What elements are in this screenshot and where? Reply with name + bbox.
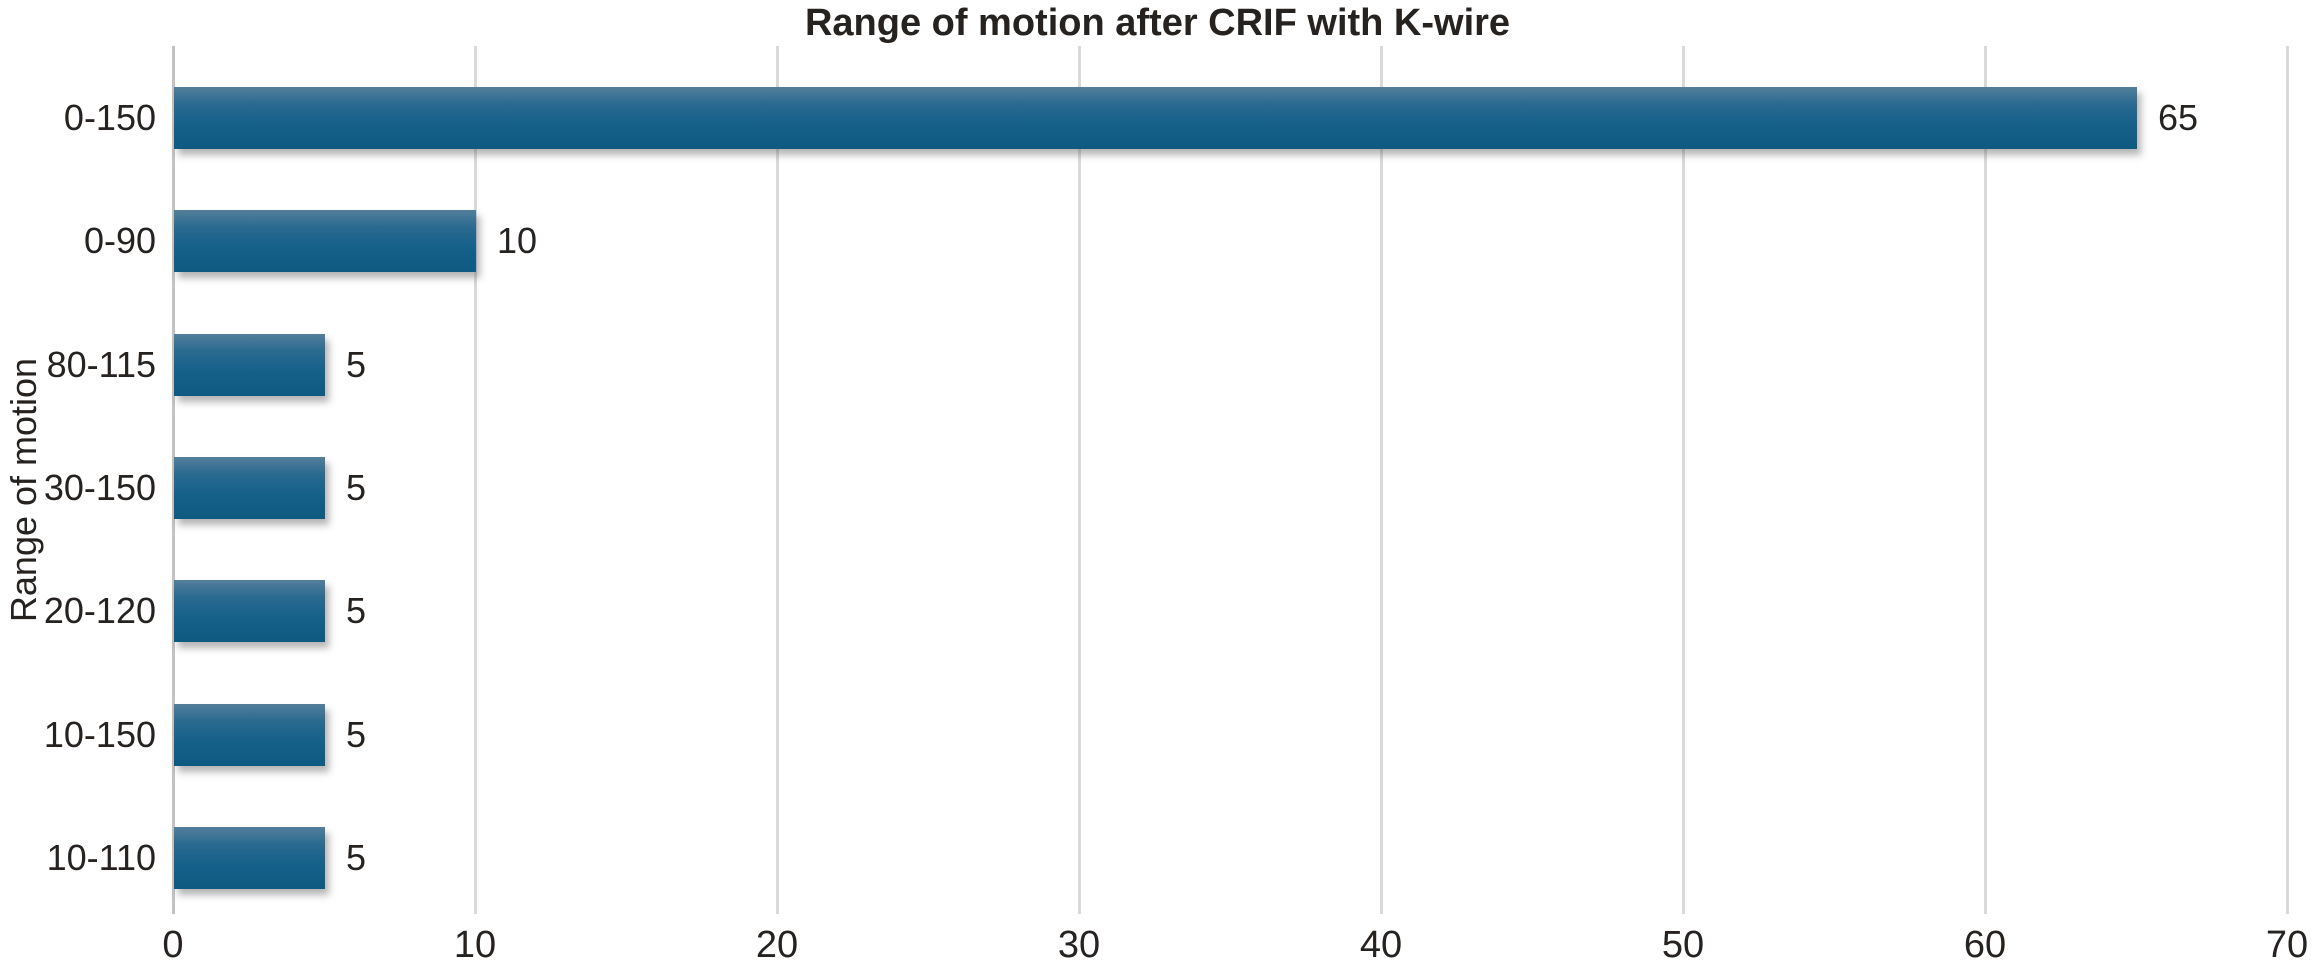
bar (174, 210, 476, 273)
category-label: 0-90 (83, 220, 156, 262)
chart-title: Range of motion after CRIF with K-wire (804, 2, 1511, 44)
bar (174, 827, 325, 890)
value-label: 65 (2158, 96, 2199, 138)
category-label: 20-120 (43, 590, 156, 632)
gridline (1078, 46, 1081, 914)
y-axis-line (172, 46, 175, 914)
value-label: 5 (346, 590, 367, 632)
bar (174, 333, 325, 396)
x-tick-label: 50 (1661, 924, 1705, 966)
gridline (1380, 46, 1383, 914)
category-label: 10-150 (43, 713, 156, 755)
x-tick-label: 0 (162, 924, 184, 966)
gridline (2286, 46, 2289, 914)
x-tick-label: 70 (2265, 924, 2309, 966)
value-label: 5 (346, 467, 367, 508)
bar (174, 580, 325, 643)
gridline (474, 46, 477, 914)
category-label: 30-150 (43, 467, 156, 508)
category-label: 10-110 (46, 837, 156, 879)
category-label: 0-150 (63, 96, 156, 138)
x-tick-label: 30 (1057, 924, 1101, 966)
x-tick-label: 10 (453, 924, 497, 966)
x-tick-label: 60 (1963, 924, 2007, 966)
x-tick-label: 20 (755, 924, 799, 966)
value-label: 10 (497, 220, 538, 262)
gridline (1984, 46, 1987, 914)
bar (174, 457, 325, 519)
bar (174, 86, 2137, 149)
x-tick-label: 40 (1359, 924, 1403, 966)
bar (174, 703, 325, 766)
value-label: 5 (346, 837, 367, 879)
value-label: 5 (346, 713, 367, 755)
gridline (1682, 46, 1685, 914)
category-label: 80-115 (46, 343, 156, 385)
gridline (776, 46, 779, 914)
value-label: 5 (346, 343, 367, 385)
